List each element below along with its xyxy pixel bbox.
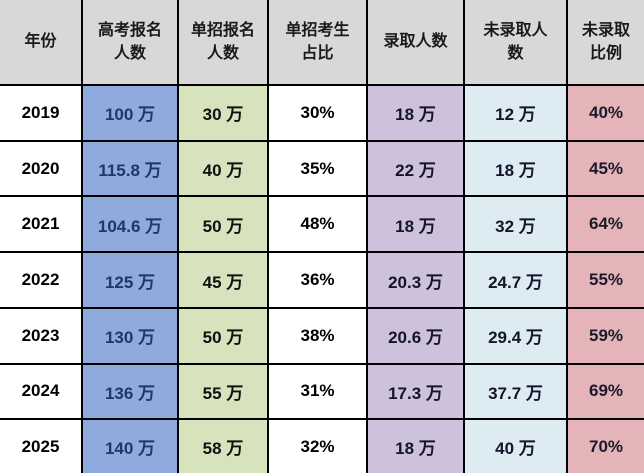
header-not-admitted: 未录取人 数 [463,0,568,86]
not-admitted-cell: 40 万 [463,418,568,473]
admitted-cell: 20.6 万 [366,306,465,365]
year-cell: 2024 [0,362,83,421]
year-cell: 2022 [0,251,83,309]
table-row: 2024 136 万 55 万 31% 17.3 万 37.7 万 69% [0,362,644,421]
not-admitted-ratio-cell: 55% [566,251,644,309]
header-gaokao-applicants: 高考报名 人数 [81,0,179,86]
danzhao-ratio-cell: 48% [267,195,368,254]
table-row: 2021 104.6 万 50 万 48% 18 万 32 万 64% [0,195,644,254]
danzhao-applicants-cell: 55 万 [177,362,269,421]
not-admitted-cell: 18 万 [463,139,568,198]
header-year: 年份 [0,0,83,86]
danzhao-ratio-cell: 32% [267,418,368,473]
gaokao-applicants-cell: 100 万 [81,84,179,142]
header-danzhao-applicants: 单招报名 人数 [177,0,269,86]
not-admitted-cell: 32 万 [463,195,568,254]
danzhao-applicants-cell: 58 万 [177,418,269,473]
danzhao-applicants-cell: 30 万 [177,84,269,142]
danzhao-ratio-cell: 30% [267,84,368,142]
table-row: 2019 100 万 30 万 30% 18 万 12 万 40% [0,84,644,142]
not-admitted-cell: 29.4 万 [463,306,568,365]
not-admitted-ratio-cell: 45% [566,139,644,198]
header-not-admitted-ratio: 未录取 比例 [566,0,644,86]
danzhao-applicants-cell: 50 万 [177,195,269,254]
admitted-cell: 20.3 万 [366,251,465,309]
not-admitted-ratio-cell: 69% [566,362,644,421]
admitted-cell: 18 万 [366,418,465,473]
danzhao-applicants-cell: 50 万 [177,306,269,365]
table-row: 2023 130 万 50 万 38% 20.6 万 29.4 万 59% [0,306,644,365]
not-admitted-ratio-cell: 64% [566,195,644,254]
danzhao-ratio-cell: 35% [267,139,368,198]
year-cell: 2023 [0,306,83,365]
gaokao-applicants-cell: 104.6 万 [81,195,179,254]
table-header-row: 年份 高考报名 人数 单招报名 人数 单招考生 占比 录取人数 未录取人 数 未… [0,0,644,86]
gaokao-applicants-cell: 115.8 万 [81,139,179,198]
table-body: 2019 100 万 30 万 30% 18 万 12 万 40% 2020 115.8 万 40… [0,84,644,473]
danzhao-applicants-cell: 40 万 [177,139,269,198]
danzhao-applicants-cell: 45 万 [177,251,269,309]
danzhao-ratio-cell: 38% [267,306,368,365]
not-admitted-ratio-cell: 40% [566,84,644,142]
year-cell: 2020 [0,139,83,198]
year-cell: 2021 [0,195,83,254]
table-row: 2022 125 万 45 万 36% 20.3 万 24.7 万 55% [0,251,644,309]
danzhao-ratio-cell: 31% [267,362,368,421]
year-cell: 2025 [0,418,83,473]
header-danzhao-ratio: 单招考生 占比 [267,0,368,86]
danzhao-ratio-cell: 36% [267,251,368,309]
gaokao-applicants-cell: 125 万 [81,251,179,309]
admitted-cell: 18 万 [366,84,465,142]
not-admitted-ratio-cell: 59% [566,306,644,365]
not-admitted-cell: 24.7 万 [463,251,568,309]
not-admitted-cell: 12 万 [463,84,568,142]
not-admitted-cell: 37.7 万 [463,362,568,421]
year-cell: 2019 [0,84,83,142]
header-admitted: 录取人数 [366,0,465,86]
table-row: 2020 115.8 万 40 万 35% 22 万 18 万 45% [0,139,644,198]
gaokao-applicants-cell: 140 万 [81,418,179,473]
table-row: 2025 140 万 58 万 32% 18 万 40 万 70% [0,418,644,473]
not-admitted-ratio-cell: 70% [566,418,644,473]
gaokao-applicants-cell: 136 万 [81,362,179,421]
admitted-cell: 17.3 万 [366,362,465,421]
gaokao-applicants-cell: 130 万 [81,306,179,365]
admitted-cell: 18 万 [366,195,465,254]
admitted-cell: 22 万 [366,139,465,198]
